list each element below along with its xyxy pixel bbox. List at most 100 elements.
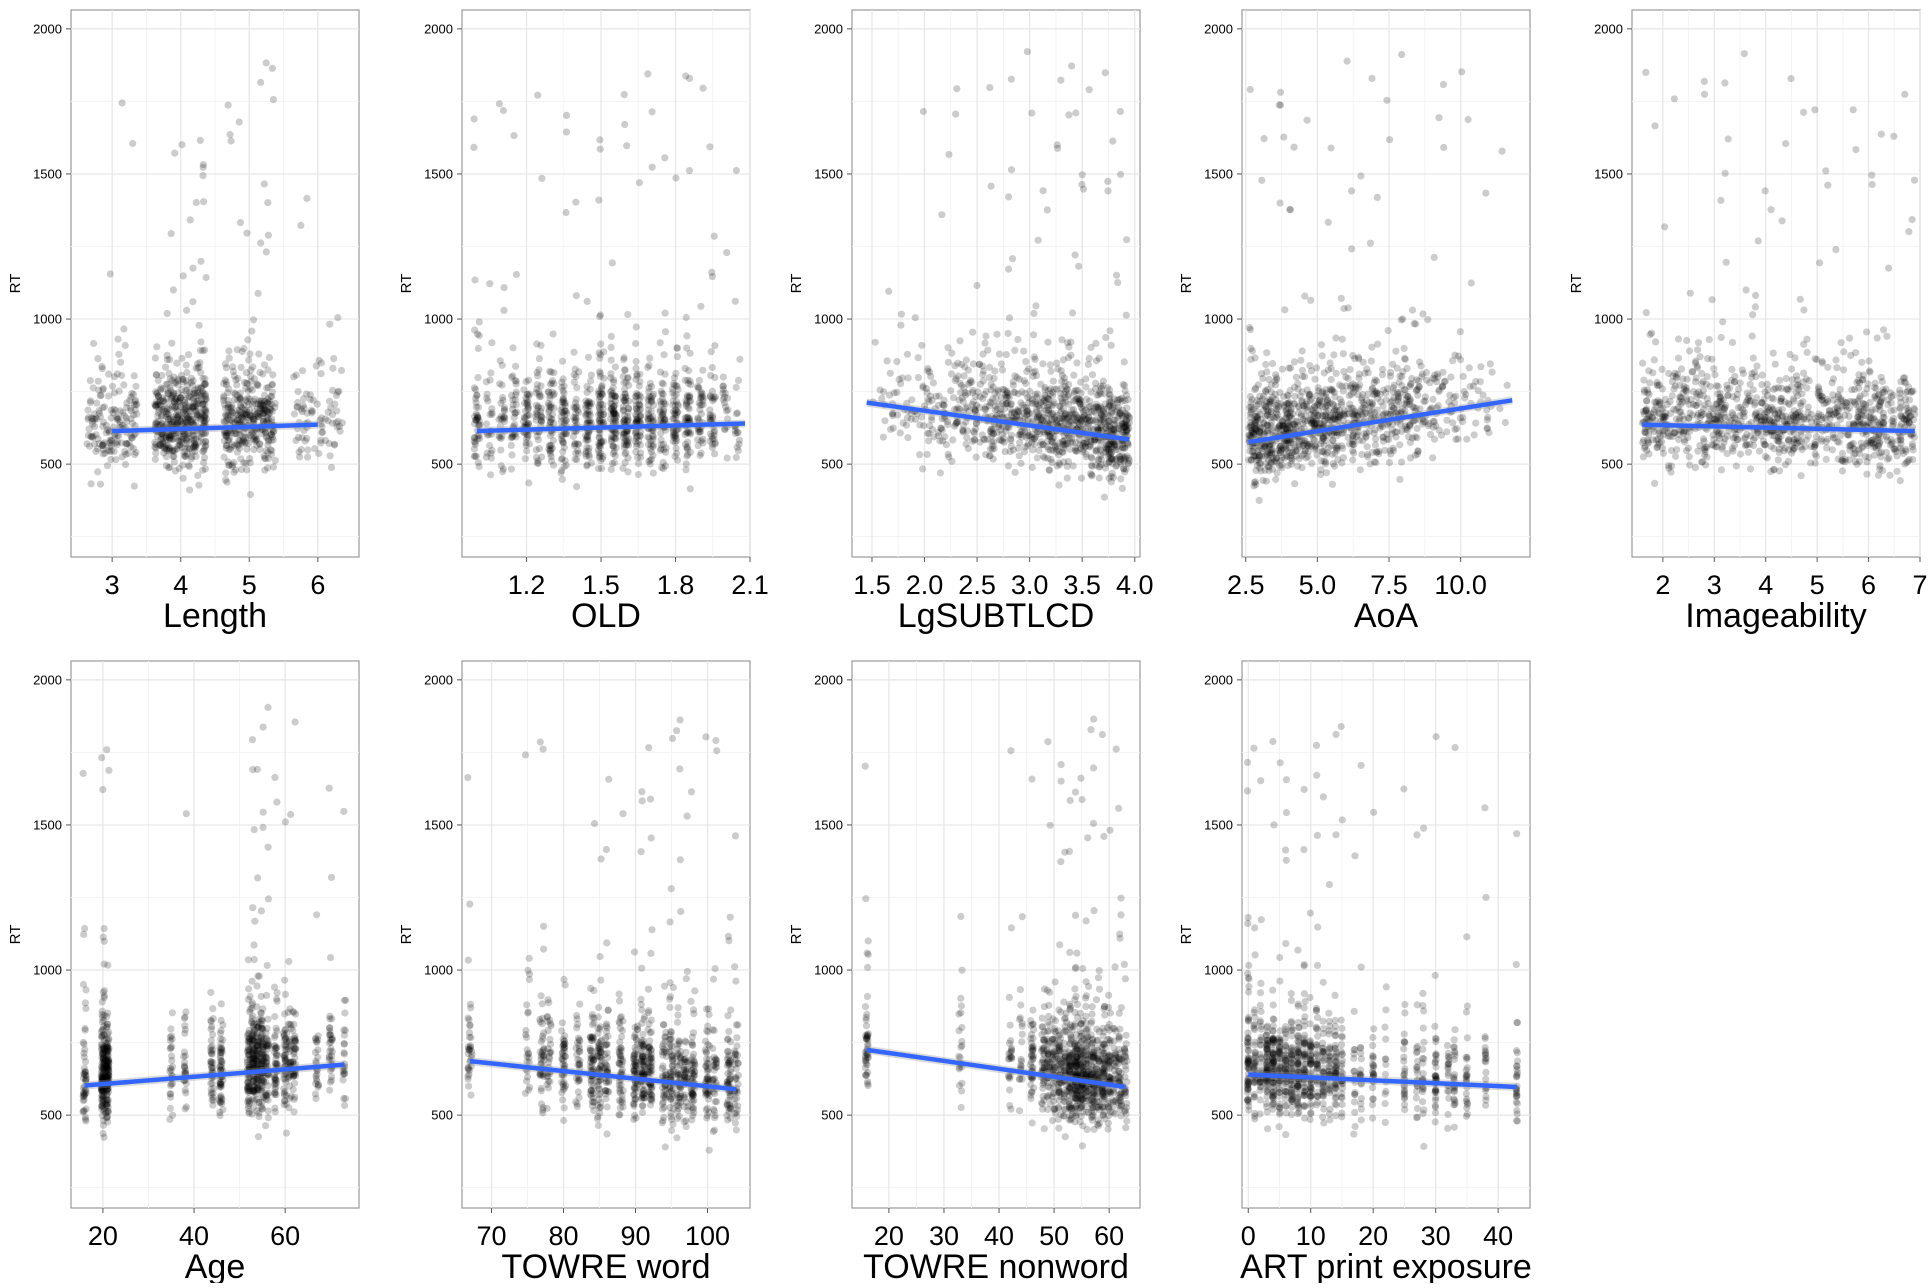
data-point (636, 432, 643, 439)
data-point (120, 381, 127, 388)
data-point (1010, 382, 1017, 389)
data-point (1402, 426, 1409, 433)
data-point (685, 404, 692, 411)
data-point (202, 393, 209, 400)
data-point (510, 132, 517, 139)
data-point (1073, 359, 1080, 366)
data-point (1459, 414, 1466, 421)
data-point (1413, 386, 1420, 393)
data-point (1308, 420, 1315, 427)
data-point (1060, 356, 1067, 363)
data-point (1885, 265, 1892, 272)
data-point (166, 435, 173, 442)
data-point (1328, 376, 1335, 383)
data-point (1072, 251, 1079, 258)
data-point (1104, 178, 1111, 185)
data-point (255, 290, 262, 297)
data-point (197, 258, 204, 265)
data-point (1032, 368, 1039, 375)
data-point (119, 409, 126, 416)
data-point (162, 364, 169, 371)
data-point (181, 445, 188, 452)
data-point (623, 142, 630, 149)
data-point (608, 357, 615, 364)
data-point (109, 383, 116, 390)
data-point (255, 413, 262, 420)
data-point (1102, 69, 1109, 76)
data-point (223, 364, 230, 371)
data-point (619, 465, 626, 472)
x-tick-label: 4 (1758, 570, 1773, 600)
data-point (733, 384, 740, 391)
data-point (1502, 419, 1509, 426)
data-point (522, 455, 529, 462)
data-point (1368, 402, 1375, 409)
data-point (253, 381, 260, 388)
data-point (272, 457, 279, 464)
data-point (1337, 396, 1344, 403)
data-point (687, 350, 694, 357)
data-point (1422, 397, 1429, 404)
data-point (183, 362, 190, 369)
data-point (1460, 373, 1467, 380)
data-point (1380, 434, 1387, 441)
data-point (1063, 440, 1070, 447)
data-point (533, 402, 540, 409)
data-point (535, 366, 542, 373)
data-point (263, 248, 270, 255)
data-point (889, 410, 896, 417)
data-point (1106, 327, 1113, 334)
data-point (634, 440, 641, 447)
data-point (1394, 391, 1401, 398)
data-point (597, 341, 604, 348)
data-point (723, 249, 730, 256)
data-point (919, 465, 926, 472)
data-point (1329, 451, 1336, 458)
data-point (925, 437, 932, 444)
data-point (1262, 428, 1269, 435)
data-point (224, 389, 231, 396)
data-point (1016, 412, 1023, 419)
data-point (1733, 462, 1740, 469)
data-point (545, 414, 552, 421)
data-point (1372, 376, 1379, 383)
data-point (1370, 391, 1377, 398)
data-point (557, 469, 564, 476)
data-point (1301, 373, 1308, 380)
data-point (195, 433, 202, 440)
data-point (1247, 393, 1254, 400)
data-point (736, 441, 743, 448)
data-point (1078, 475, 1085, 482)
data-point (634, 454, 641, 461)
data-point (164, 356, 171, 363)
data-point (1032, 302, 1039, 309)
data-point (1368, 75, 1375, 82)
data-point (185, 415, 192, 422)
data-point (163, 441, 170, 448)
data-point (988, 429, 995, 436)
data-point (1044, 339, 1051, 346)
data-point (1407, 454, 1414, 461)
data-point (269, 371, 276, 378)
data-point (1291, 144, 1298, 151)
data-point (671, 453, 678, 460)
data-point (1261, 135, 1268, 142)
data-point (94, 355, 101, 362)
data-point (232, 430, 239, 437)
data-point (257, 79, 264, 86)
data-point (1035, 447, 1042, 454)
data-point (523, 378, 530, 385)
data-point (1023, 368, 1030, 375)
data-point (129, 434, 136, 441)
data-point (1396, 441, 1403, 448)
data-point (1276, 200, 1283, 207)
data-point (897, 322, 904, 329)
data-point (1005, 462, 1012, 469)
data-point (1005, 266, 1012, 273)
data-point (223, 381, 230, 388)
data-point (1379, 366, 1386, 373)
data-point (646, 362, 653, 369)
data-point (87, 377, 94, 384)
data-point (949, 436, 956, 443)
